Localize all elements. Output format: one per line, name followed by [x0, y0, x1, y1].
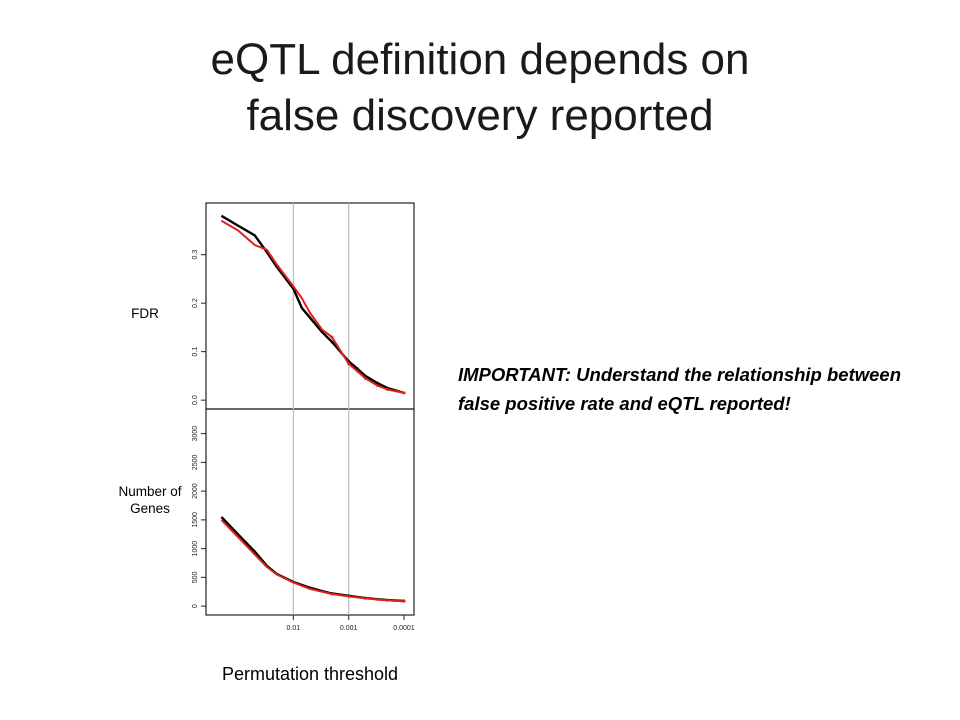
important-note: IMPORTANT: Understand the relationship b… [458, 364, 902, 414]
fdr-y-tick-label-0: 0.0 [192, 395, 199, 405]
genes-y-tick-label-6: 3000 [192, 426, 199, 442]
fdr-y-tick-label-2: 0.2 [192, 298, 199, 308]
fdr-y-tick-label-3: 0.3 [192, 250, 199, 260]
fdr-series-0-point-9 [330, 340, 334, 344]
x-tick-label-1: 0.001 [340, 625, 358, 632]
panel-frame-fdr [205, 202, 415, 410]
fdr-series-1-point-12 [363, 376, 367, 380]
genes-series-1-point-8 [330, 592, 334, 596]
fdr-series-0 [220, 214, 405, 395]
fdr-series-1-point-10 [347, 362, 351, 366]
slide-title-line-2: false discovery reported [246, 91, 714, 140]
fdr-axis-label: FDR [131, 306, 159, 321]
slide-title: eQTL definition depends on false discove… [0, 32, 960, 144]
genes-series-1-point-13 [402, 599, 406, 603]
genes-y-tick-label-5: 2500 [192, 454, 199, 470]
fdr-series-1 [220, 219, 405, 394]
x-tick-label-0: 0.01 [287, 625, 301, 632]
genes-y-tick-label-3: 1500 [192, 512, 199, 528]
fdr-series-1-point-15 [402, 391, 406, 395]
genes-series-0 [220, 516, 405, 603]
genes-y-tick-label-1: 500 [192, 571, 199, 583]
fdr-series-1-point-11 [355, 369, 359, 373]
slide-title-line-1: eQTL definition depends on [210, 35, 750, 84]
genes-series-1-point-10 [363, 596, 367, 600]
fdr-series-1-point-14 [385, 388, 389, 391]
genes-axis-label: Number of Genes [105, 483, 195, 517]
genes-series-1-point-12 [385, 598, 389, 602]
fdr-series-0-point-13 [376, 381, 380, 385]
genes-y-tick-label-2: 1000 [192, 541, 199, 557]
genes-y-tick-label-0: 0 [192, 604, 199, 608]
genes-y-tick-label-4: 2000 [192, 483, 199, 499]
x-tick-label-2: 0.0001 [393, 625, 415, 632]
genes-series-1 [220, 519, 405, 603]
panel-frame-genes [205, 408, 415, 616]
fdr-y-tick-label-1: 0.1 [192, 347, 199, 357]
genes-axis-label-line-1: Number of [118, 484, 182, 499]
fdr-series-1-point-9 [330, 335, 334, 339]
x-axis-label: Permutation threshold [221, 664, 399, 684]
fdr-series-1-point-13 [376, 384, 380, 387]
genes-axis-label-line-2: Genes [130, 501, 170, 516]
genes-series-1-point-9 [347, 594, 351, 598]
genes-series-1-point-11 [376, 598, 380, 601]
